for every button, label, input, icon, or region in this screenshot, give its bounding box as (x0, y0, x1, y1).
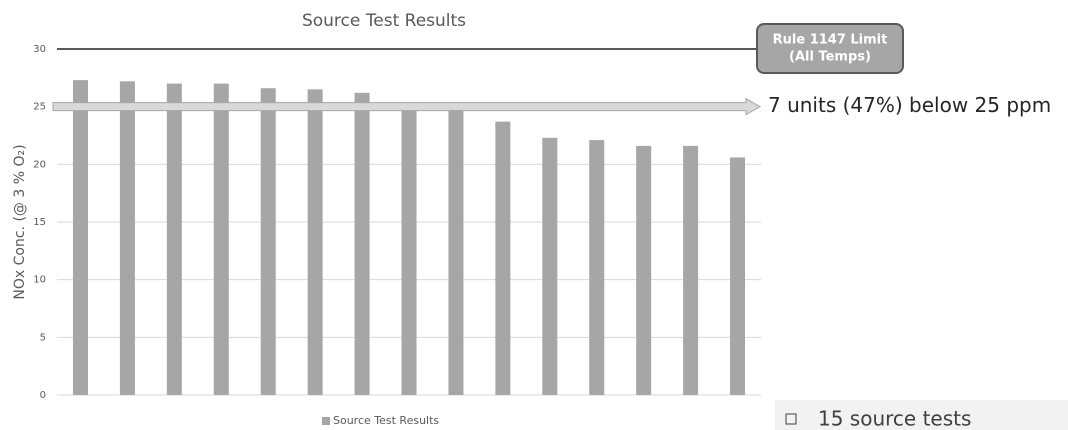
bar (119, 81, 135, 395)
bar (307, 89, 323, 395)
y-tick-label: 0 (40, 390, 46, 401)
limit-label: (All Temps) (789, 50, 871, 65)
bar (166, 83, 182, 395)
bar (589, 140, 605, 395)
bar (213, 83, 229, 395)
y-tick-label: 10 (33, 275, 46, 286)
note-bullet (785, 413, 797, 425)
bar (448, 107, 464, 395)
y-tick-label: 25 (33, 102, 46, 113)
note-text: 15 source tests (818, 407, 971, 430)
arrow (52, 97, 762, 116)
y-tick-label: 30 (33, 44, 46, 55)
legend-label: Source Test Results (333, 414, 439, 427)
arrow-label: 7 units (47%) below 25 ppm (768, 93, 1051, 117)
note-box (775, 400, 1068, 430)
chart-title: Source Test Results (302, 11, 466, 31)
bar (636, 145, 652, 395)
limit-box (756, 23, 904, 74)
legend-swatch (322, 417, 330, 425)
y-tick-label: 5 (40, 332, 46, 343)
bar (260, 88, 276, 396)
bar (542, 137, 558, 395)
y-tick-label: 15 (33, 217, 46, 228)
bar (401, 104, 417, 396)
limit-label: Rule 1147 Limit (773, 33, 888, 48)
bar (683, 145, 699, 395)
bar (354, 92, 370, 396)
bar (730, 157, 746, 395)
bar (72, 80, 88, 395)
y-tick-label: 20 (33, 159, 46, 170)
y-axis-label: NOx Conc. (@ 3 % O₂) (12, 144, 28, 299)
bar (495, 121, 511, 395)
